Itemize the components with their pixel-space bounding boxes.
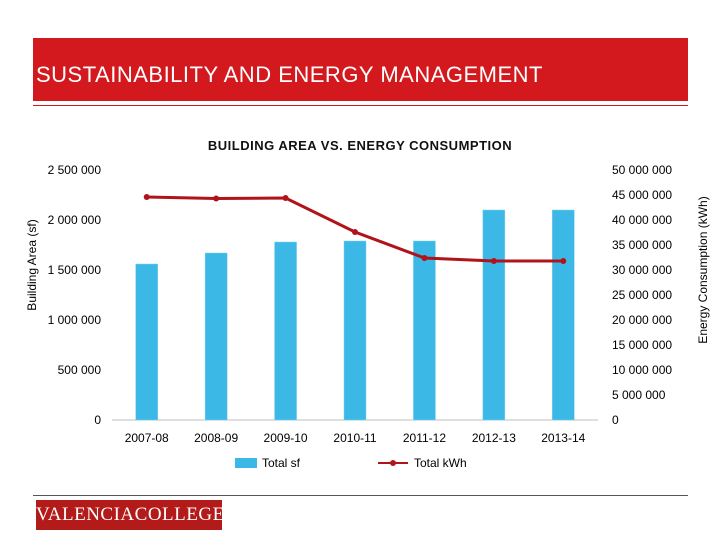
y2-tick-label: 50 000 000	[612, 163, 672, 177]
bar-total-sf	[552, 209, 575, 421]
point-total-kwh	[560, 258, 567, 264]
x-tick-label: 2012-13	[472, 431, 516, 445]
y-tick-label: 500 000	[58, 363, 102, 377]
y-tick-label: 2 500 000	[48, 163, 102, 177]
y2-tick-label: 45 000 000	[612, 188, 672, 202]
legend-label-total-kwh: Total kWh	[414, 456, 467, 470]
bar-total-sf	[135, 263, 158, 421]
legend-label-total-sf: Total sf	[262, 456, 301, 470]
point-total-kwh	[421, 255, 428, 261]
x-tick-label: 2009-10	[264, 431, 308, 445]
y2-tick-label: 25 000 000	[612, 288, 672, 302]
y-tick-label: 1 500 000	[48, 263, 102, 277]
bar-total-sf	[274, 241, 297, 421]
bar-total-sf	[343, 240, 367, 421]
point-total-kwh	[213, 195, 220, 202]
x-tick-label: 2007-08	[125, 431, 169, 445]
x-tick-label: 2011-12	[403, 431, 446, 445]
footer-divider	[33, 495, 688, 496]
legend-swatch-total-sf	[235, 458, 257, 468]
point-total-kwh	[143, 194, 150, 200]
banner-divider	[33, 105, 688, 106]
y-tick-label: 2 000 000	[48, 213, 102, 227]
y2-tick-label: 15 000 000	[612, 338, 672, 352]
x-tick-label: 2010-11	[333, 431, 376, 445]
y2-tick-label: 40 000 000	[612, 213, 672, 227]
bar-total-sf	[413, 240, 436, 421]
y-tick-label: 1 000 000	[48, 313, 102, 327]
y2-tick-label: 20 000 000	[612, 313, 672, 327]
y-axis-title: Building Area (sf)	[25, 219, 39, 310]
college-logo: VALENCIACOLLEGE	[36, 500, 224, 530]
x-tick-label: 2013-14	[541, 431, 585, 445]
y-tick-label: 0	[94, 413, 101, 427]
page-title: SUSTAINABILITY AND ENERGY MANAGEMENT	[36, 62, 543, 87]
title-banner	[33, 38, 688, 101]
x-tick-label: 2008-09	[194, 431, 238, 445]
point-total-kwh	[352, 229, 358, 235]
y2-tick-label: 35 000 000	[612, 238, 672, 252]
y2-axis-title: Energy Consumption (kWh)	[696, 196, 710, 343]
legend-marker-total-kwh	[390, 460, 396, 466]
chart-title: BUILDING AREA VS. ENERGY CONSUMPTION	[207, 138, 513, 153]
point-total-kwh	[490, 258, 497, 264]
point-total-kwh	[282, 195, 289, 201]
y2-tick-label: 0	[612, 413, 619, 427]
bar-total-sf	[204, 252, 228, 421]
y2-tick-label: 10 000 000	[612, 363, 672, 377]
y2-tick-label: 30 000 000	[612, 263, 672, 277]
bar-total-sf	[482, 209, 506, 421]
y2-tick-label: 5 000 000	[612, 388, 666, 402]
